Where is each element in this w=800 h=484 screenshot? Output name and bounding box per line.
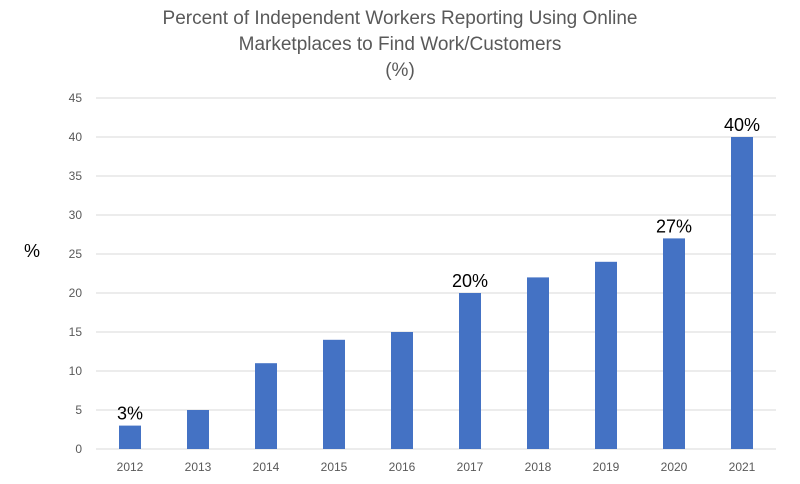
x-tick-label: 2016	[389, 460, 416, 474]
x-tick-label: 2013	[185, 460, 212, 474]
x-tick-label: 2014	[253, 460, 280, 474]
x-tick-label: 2018	[525, 460, 552, 474]
y-tick-label: 45	[69, 91, 83, 105]
chart-title-line-3: (%)	[385, 60, 415, 81]
bar-2013	[187, 410, 209, 449]
bar-2020	[663, 238, 685, 449]
bar-2019	[595, 261, 617, 449]
bar-2021	[731, 137, 753, 449]
y-tick-label: 5	[75, 403, 82, 417]
bar-2018	[527, 277, 549, 449]
data-label: 20%	[452, 271, 488, 291]
chart-title-line-1: Percent of Independent Workers Reporting…	[162, 8, 638, 29]
x-tick-label: 2020	[661, 460, 688, 474]
y-tick-label: 30	[69, 208, 83, 222]
chart-title-line-2: Marketplaces to Find Work/Customers	[238, 34, 562, 55]
bar-2017	[459, 293, 481, 449]
x-tick-label: 2012	[117, 460, 144, 474]
y-tick-label: 0	[75, 442, 82, 456]
y-tick-label: 35	[69, 169, 83, 183]
y-tick-label: 10	[69, 364, 83, 378]
y-tick-label: 20	[69, 286, 83, 300]
data-label: 3%	[117, 404, 143, 424]
y-tick-label: 40	[69, 130, 83, 144]
x-tick-label: 2021	[729, 460, 756, 474]
y-tick-label: 25	[69, 247, 83, 261]
data-label: 40%	[724, 115, 760, 135]
x-tick-label: 2019	[593, 460, 620, 474]
y-axis-label: %	[24, 241, 41, 261]
x-tick-label: 2015	[321, 460, 348, 474]
bar-2012	[119, 425, 141, 449]
x-tick-label: 2017	[457, 460, 484, 474]
bar-2014	[255, 363, 277, 449]
data-label: 27%	[656, 216, 692, 236]
bar-2016	[391, 332, 413, 449]
bar-2015	[323, 339, 345, 449]
y-tick-label: 15	[69, 325, 83, 339]
